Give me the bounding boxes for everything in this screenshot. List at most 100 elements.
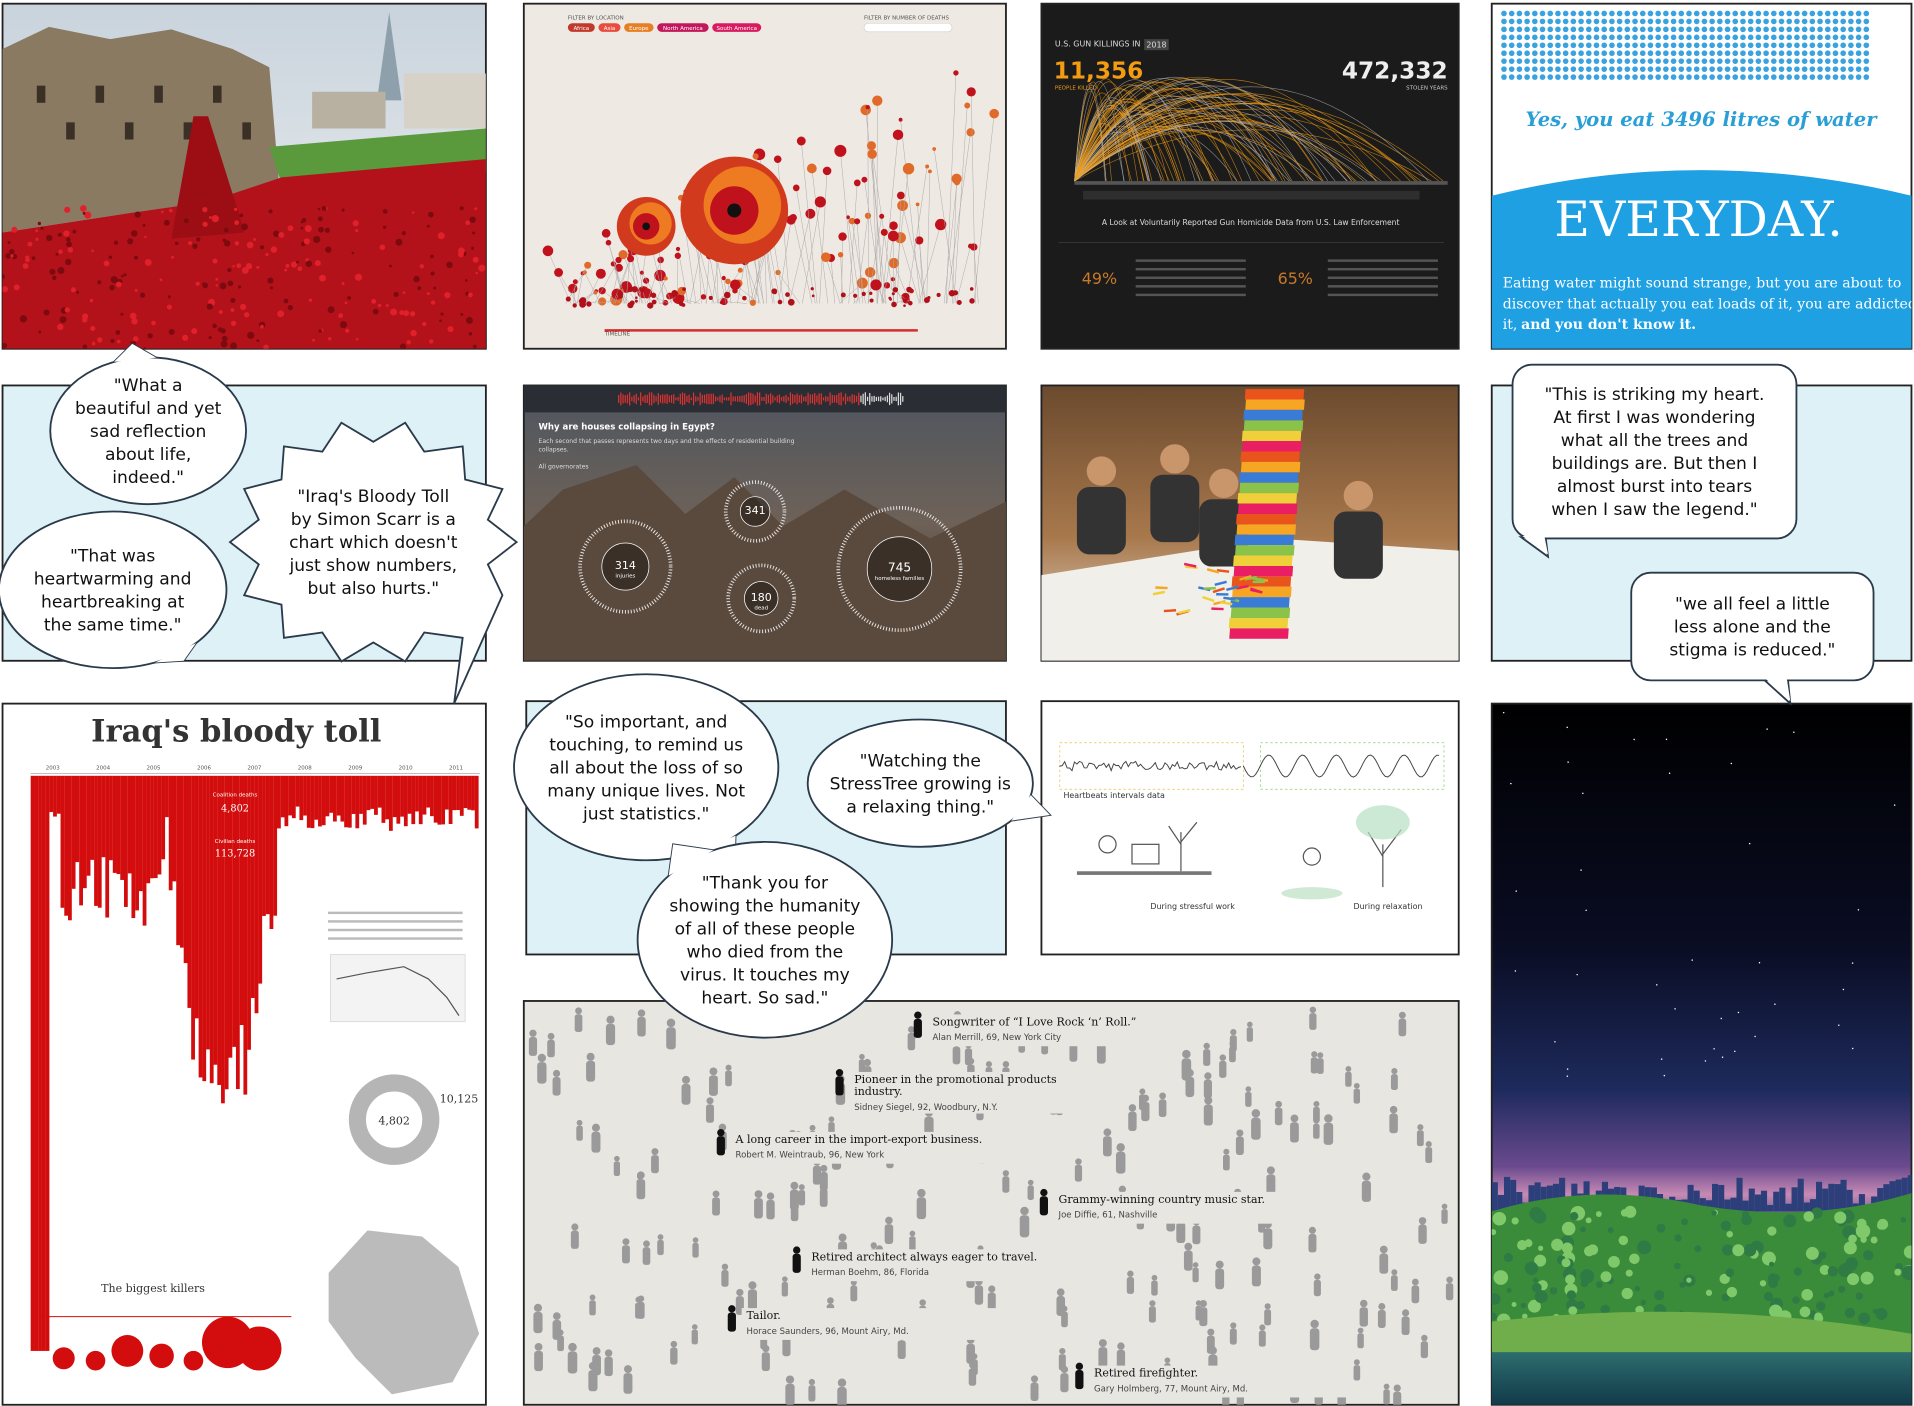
iraq-bar: [239, 775, 244, 1026]
drop: [1508, 50, 1515, 57]
poppy: [147, 333, 153, 339]
arc: [1074, 110, 1306, 182]
tree: [1681, 1218, 1689, 1226]
iraq-bar: [64, 775, 69, 916]
gun-stat: 49%: [1082, 269, 1117, 288]
skyline: [1828, 1183, 1835, 1212]
figure-head: [1247, 1021, 1253, 1028]
poppy: [227, 280, 234, 287]
skyline: [1516, 1191, 1523, 1212]
drop: [1678, 50, 1685, 57]
figure-head: [1098, 1339, 1107, 1348]
drop: [1832, 66, 1839, 72]
gun-title: U.S. GUN KILLINGS IN: [1055, 39, 1141, 48]
killer-circle: [85, 1350, 106, 1371]
drop: [1539, 26, 1546, 33]
figure-body: [1139, 1094, 1146, 1111]
skyline: [1779, 1187, 1786, 1212]
figure-body: [907, 1032, 916, 1051]
poppy: [956, 300, 962, 306]
poppy: [40, 226, 44, 230]
bubble-text: "Watching the: [860, 751, 981, 771]
drop: [1817, 34, 1823, 41]
figure-body: [604, 1356, 613, 1377]
stem: [892, 168, 909, 304]
figure-head: [604, 1349, 613, 1357]
poppy: [260, 324, 264, 329]
figure-body: [916, 1197, 927, 1220]
drop: [1593, 50, 1600, 57]
figure-body: [782, 1337, 791, 1357]
poppy: [635, 296, 638, 300]
scarf-stripe: [1244, 389, 1305, 400]
drop: [1532, 34, 1538, 41]
person-desc: industry.: [854, 1085, 902, 1098]
arc: [1074, 107, 1149, 182]
panel: [2, 12, 486, 349]
poppy: [297, 266, 303, 272]
bubble-text: about life,: [105, 445, 191, 465]
bubble-text: of all of these people: [675, 919, 855, 939]
poppy: [618, 250, 628, 260]
figure-body: [709, 1075, 718, 1096]
iraq-bar: [228, 775, 233, 1058]
poppy: [478, 264, 486, 272]
stem: [819, 170, 828, 304]
poppy: [246, 241, 254, 249]
iraq-bar: [329, 775, 334, 813]
tree: [1722, 1244, 1734, 1256]
figure-body: [537, 1062, 547, 1084]
mat: [1281, 887, 1343, 900]
wave-bar: [734, 396, 737, 402]
drop: [1570, 10, 1577, 17]
mini-line: [336, 966, 460, 1016]
drop: [1609, 10, 1615, 17]
scarf-stripe: [1234, 534, 1295, 546]
poppy: [133, 255, 139, 260]
iraq-bar: [332, 775, 337, 822]
wave-bar: [732, 396, 734, 402]
cascade: [171, 116, 245, 239]
poppy: [230, 320, 237, 327]
wave-bar: [712, 393, 714, 405]
yarn: [1219, 600, 1233, 606]
tree: [1870, 1236, 1878, 1244]
drop: [1501, 42, 1507, 49]
poppy: [211, 215, 219, 223]
poppy: [814, 196, 826, 208]
drop: [1609, 50, 1615, 57]
figure-head: [568, 1342, 577, 1352]
figure-body: [712, 1197, 720, 1216]
tree: [1686, 1277, 1692, 1283]
drop: [1701, 50, 1708, 57]
figure-body: [1229, 1328, 1237, 1345]
drop: [1794, 26, 1800, 33]
poppy: [115, 281, 122, 288]
figure-head: [1357, 1327, 1364, 1334]
yarn: [1202, 595, 1215, 603]
poppy: [57, 323, 64, 331]
iraq-bar: [179, 775, 184, 948]
iraq-bar: [68, 775, 72, 921]
poppy: [891, 292, 895, 296]
star: [1766, 728, 1768, 730]
wave-bar: [811, 394, 814, 404]
drop: [1647, 74, 1654, 80]
wave-bar: [659, 395, 662, 403]
bubble-tail-fill: [1764, 677, 1791, 702]
skyline: [1687, 1184, 1694, 1212]
drop: [1763, 58, 1769, 64]
tree: [1566, 1290, 1577, 1300]
wave-bar: [844, 393, 847, 405]
biggest-killers: The biggest killers: [101, 1282, 205, 1295]
drop: [1585, 58, 1592, 64]
poppy: [300, 220, 304, 224]
star: [1838, 1024, 1840, 1026]
figure-head: [636, 1173, 643, 1180]
poppy: [593, 290, 598, 295]
stem: [883, 235, 894, 304]
drop: [1709, 58, 1715, 64]
figure-body: [1058, 1354, 1066, 1371]
iraq-bar: [38, 775, 42, 1351]
